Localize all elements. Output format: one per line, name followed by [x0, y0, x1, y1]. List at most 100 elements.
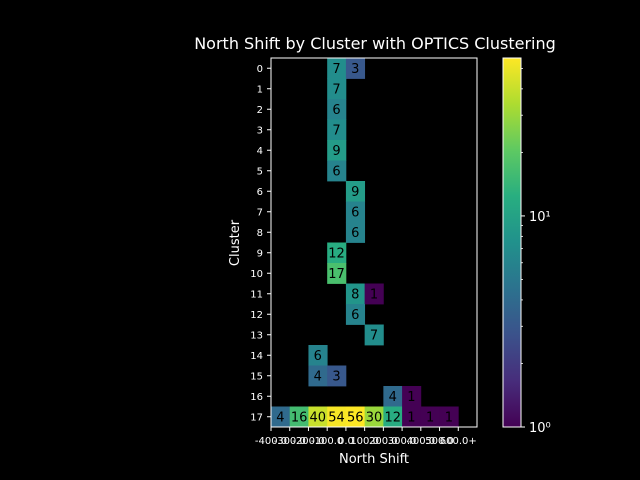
cell-value-label: 7	[332, 62, 340, 77]
heatmap-cell	[364, 283, 384, 305]
heatmap-cell	[345, 304, 366, 325]
cell-value-label: 56	[347, 410, 364, 425]
x-tick-label: 400.0	[406, 436, 435, 447]
heatmap-cell	[383, 406, 403, 428]
heatmap-cell	[327, 160, 347, 182]
colorbar-ticks: 10⁰ 10¹	[521, 67, 551, 436]
cell-value-label: 3	[332, 369, 340, 384]
x-tick-label: 0.0	[338, 436, 354, 447]
cell-value-label: 1	[370, 287, 378, 302]
cell-value-label: 16	[291, 410, 308, 425]
heatmap-cell	[345, 406, 366, 428]
x-axis-ticks: -400.0-300.0-200.0-100.00.0100.0200.0300…	[255, 427, 477, 447]
x-tick-label: -100.0	[311, 436, 343, 447]
y-tick-label: 16	[250, 392, 263, 403]
y-tick-label: 14	[250, 351, 263, 362]
heatmap-cell	[289, 406, 309, 428]
y-axis-label: Cluster	[228, 219, 243, 266]
x-tick-label: 100.0	[350, 436, 379, 447]
plot-frame	[270, 57, 478, 428]
y-tick-label: 12	[250, 310, 263, 321]
cell-value-label: 12	[384, 410, 401, 425]
y-tick-label: 0	[257, 64, 263, 75]
x-tick-label: 200.0	[369, 436, 398, 447]
cell-value-label: 4	[389, 390, 397, 405]
heatmap-cell	[345, 222, 366, 243]
colorbar-tick-label: 10⁰	[529, 421, 551, 436]
heatmap-cell	[345, 58, 366, 79]
y-tick-label: 3	[257, 125, 263, 136]
heatmap-cell	[308, 345, 328, 366]
heatmap-cell	[364, 324, 384, 346]
x-tick-label: -400.0	[255, 436, 287, 447]
heatmap-cell	[327, 140, 347, 161]
cell-value-label: 1	[445, 410, 453, 425]
plot-background	[271, 58, 477, 427]
x-tick-label: 600.0+	[440, 436, 477, 447]
y-tick-label: 13	[250, 330, 263, 341]
colorbar-frame	[502, 57, 522, 428]
cell-value-label: 40	[310, 410, 327, 425]
heatmap-cell	[383, 386, 403, 407]
colorbar-gradient	[503, 58, 521, 427]
y-tick-label: 10	[250, 269, 263, 280]
heatmap-cell	[402, 386, 422, 407]
cell-value-label: 7	[332, 123, 340, 138]
y-tick-label: 15	[250, 371, 263, 382]
heatmap-cell	[345, 201, 366, 223]
y-tick-label: 2	[257, 105, 263, 116]
heatmap-cell	[364, 406, 384, 428]
cell-value-label: 3	[351, 62, 359, 77]
cell-value-label: 54	[328, 410, 345, 425]
cell-value-label: 6	[351, 205, 359, 220]
heatmap-cell	[439, 406, 459, 428]
cell-value-label: 6	[332, 103, 340, 118]
cell-value-label: 6	[351, 308, 359, 323]
y-tick-label: 1	[257, 84, 263, 95]
x-tick-label: -300.0	[274, 436, 306, 447]
cell-value-label: 9	[332, 144, 340, 159]
y-tick-label: 11	[250, 289, 263, 300]
cell-value-label: 7	[332, 82, 340, 97]
cell-value-label: 1	[407, 410, 415, 425]
y-tick-label: 7	[257, 207, 263, 218]
y-tick-label: 6	[257, 187, 263, 198]
heatmap-cell	[327, 58, 347, 79]
y-tick-label: 5	[257, 166, 263, 177]
heatmap-cell	[327, 242, 347, 264]
chart-title: North Shift by Cluster with OPTICS Clust…	[194, 34, 556, 53]
cell-value-label: 6	[332, 164, 340, 179]
cell-value-label: 17	[328, 267, 345, 282]
heatmap-cell	[345, 181, 366, 202]
y-tick-label: 9	[257, 248, 263, 259]
heatmap-cell	[327, 406, 347, 428]
x-tick-label: 500.0	[425, 436, 454, 447]
y-tick-label: 4	[257, 146, 263, 157]
cell-value-label: 1	[426, 410, 434, 425]
heatmap-cell	[327, 78, 347, 100]
y-tick-label: 17	[250, 412, 263, 423]
x-axis-label: North Shift	[339, 452, 409, 467]
heatmap-cell	[271, 406, 291, 428]
heatmap-cell	[402, 406, 422, 428]
cell-value-label: 12	[328, 246, 345, 261]
x-tick-label: -200.0	[292, 436, 324, 447]
y-tick-label: 8	[257, 228, 263, 239]
heatmap-cell	[327, 365, 347, 387]
heatmap-cell	[327, 119, 347, 141]
cell-value-label: 4	[314, 369, 322, 384]
cell-value-label: 1	[407, 390, 415, 405]
heatmap-cell	[308, 406, 328, 428]
cell-value-label: 8	[351, 287, 359, 302]
cell-value-label: 6	[351, 226, 359, 241]
cell-value-label: 30	[366, 410, 383, 425]
cell-value-label: 4	[276, 410, 284, 425]
cell-value-label: 9	[351, 185, 359, 200]
heatmap-cell	[308, 365, 328, 387]
colorbar: 10⁰ 10¹	[502, 57, 551, 436]
colorbar-tick-label: 10¹	[529, 210, 551, 225]
heatmap-cell	[327, 263, 347, 284]
